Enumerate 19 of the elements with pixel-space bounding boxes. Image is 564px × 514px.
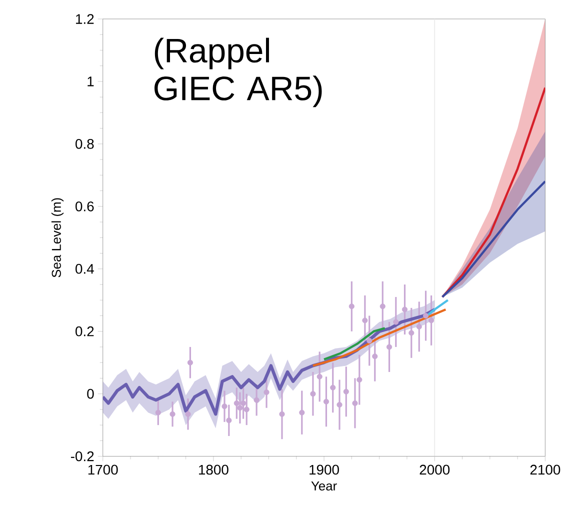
x-axis-title: Year xyxy=(311,481,337,490)
x-tick-label: 1800 xyxy=(199,464,228,475)
y-tick-label: 1 xyxy=(88,76,94,86)
y-tick-label: 0.6 xyxy=(76,201,94,212)
line-series xyxy=(312,308,447,367)
y-tick-label: -0.2 xyxy=(70,451,94,462)
x-tick-label: 2000 xyxy=(420,464,450,475)
y-tick-label: 0.8 xyxy=(76,138,94,149)
x-tick-label: 1700 xyxy=(88,464,118,475)
line-series xyxy=(102,308,436,416)
y-tick-label: 0 xyxy=(87,388,94,399)
annotation: (Rappel GIEC AR5) xyxy=(154,38,322,107)
y-axis-title: Sea Level (m) xyxy=(51,198,64,278)
x-tick-label: 1900 xyxy=(310,464,339,475)
line-series xyxy=(322,327,386,360)
y-tick-label: 0.4 xyxy=(76,264,94,274)
y-tick-label: 1.2 xyxy=(76,14,94,24)
y-tick-label: 0.2 xyxy=(76,326,94,336)
x-tick-label: 2100 xyxy=(530,464,560,475)
